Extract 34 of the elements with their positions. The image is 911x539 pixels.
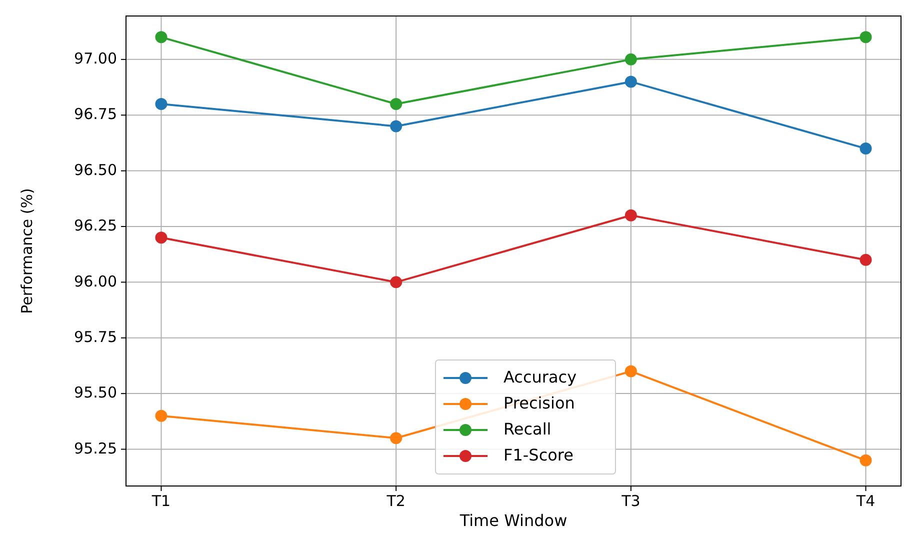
point — [390, 276, 402, 288]
point — [155, 31, 168, 44]
x-axis-title: Time Window — [458, 511, 568, 530]
point — [860, 254, 872, 266]
y-tick-label: 96.00 — [74, 272, 117, 290]
point — [390, 432, 402, 444]
point — [155, 410, 168, 422]
point — [390, 98, 402, 110]
point — [390, 120, 402, 132]
point — [624, 365, 637, 378]
x-tick-label: T3 — [620, 492, 640, 510]
point — [155, 232, 168, 244]
point — [860, 142, 872, 155]
legend-label: Accuracy — [504, 367, 577, 386]
y-tick-label: 96.25 — [74, 216, 117, 235]
y-tick-label: 95.50 — [74, 384, 117, 402]
point — [860, 31, 872, 44]
legend-label: F1-Score — [504, 445, 574, 464]
y-tick-label: 95.75 — [74, 328, 117, 346]
x-tick-label: T4 — [855, 492, 876, 510]
point — [624, 53, 637, 66]
x-tick-label: T2 — [386, 492, 406, 510]
point — [860, 454, 872, 466]
point — [624, 76, 637, 88]
y-tick-label: 95.25 — [74, 439, 117, 458]
legend-label: Precision — [504, 393, 575, 412]
legend-label: Recall — [504, 419, 552, 438]
point — [624, 209, 637, 222]
point — [155, 98, 168, 110]
y-tick-label: 96.75 — [74, 105, 117, 124]
y-axis-title: Performance (%) — [18, 188, 36, 314]
x-tick-label: T1 — [150, 492, 171, 510]
y-tick-label: 97.00 — [74, 50, 117, 68]
y-tick-label: 96.50 — [74, 160, 117, 179]
